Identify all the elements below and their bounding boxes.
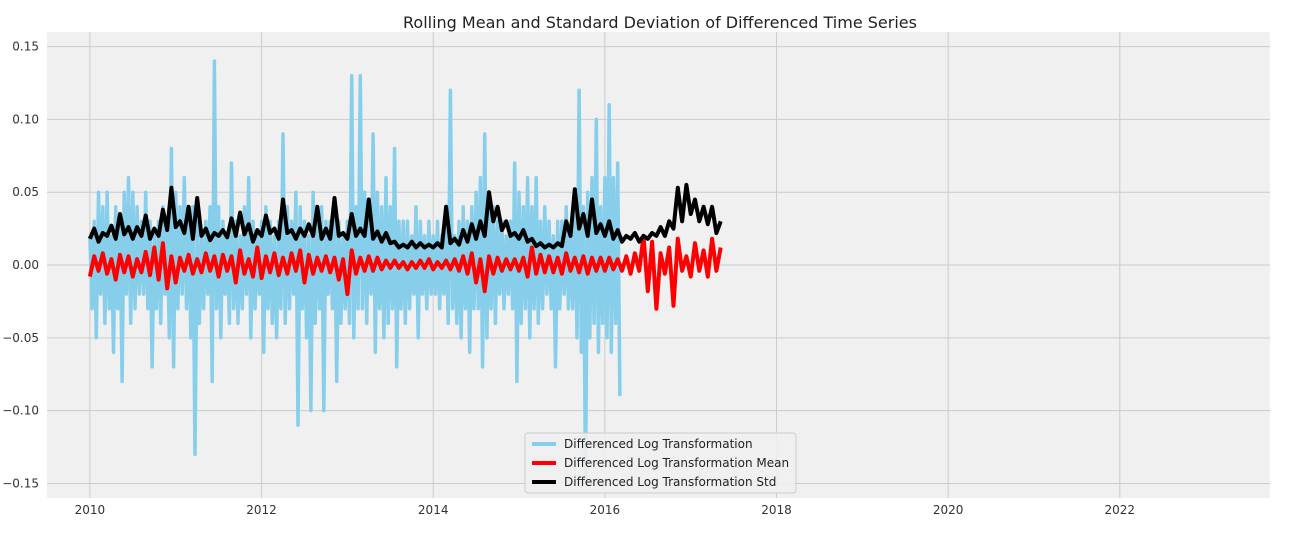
legend-label: Differenced Log Transformation Mean — [564, 456, 789, 470]
x-tick-label: 2020 — [933, 503, 964, 517]
series-layer — [87, 59, 723, 486]
x-tick-label: 2022 — [1105, 503, 1136, 517]
y-tick-label: 0.05 — [12, 185, 39, 199]
x-tick-label: 2016 — [590, 503, 621, 517]
series-line-3 — [88, 182, 723, 250]
x-tick-label: 2014 — [418, 503, 449, 517]
y-tick-label: 0.15 — [12, 40, 39, 54]
y-tick-label: −0.15 — [2, 476, 39, 490]
x-tick-label: 2018 — [761, 503, 792, 517]
series-line-2 — [87, 233, 723, 311]
ticks: 2010 2012 2014 2016 2018 2020 2022 −0.15 −0.10 −0… — [2, 40, 1135, 517]
x-tick-label: 2012 — [246, 503, 277, 517]
y-tick-label: 0.10 — [12, 112, 39, 126]
x-tick-label: 2010 — [75, 503, 106, 517]
legend-box — [524, 432, 797, 494]
chart-title: Rolling Mean and Standard Deviation of D… — [403, 13, 917, 32]
legend: Differenced Log Transformation Difference… — [524, 432, 797, 494]
y-tick-label: −0.10 — [2, 404, 39, 418]
y-tick-label: −0.05 — [2, 331, 39, 345]
legend-label: Differenced Log Transformation — [564, 437, 753, 451]
y-tick-label: 0.00 — [12, 258, 39, 272]
legend-label: Differenced Log Transformation Std — [564, 475, 776, 489]
